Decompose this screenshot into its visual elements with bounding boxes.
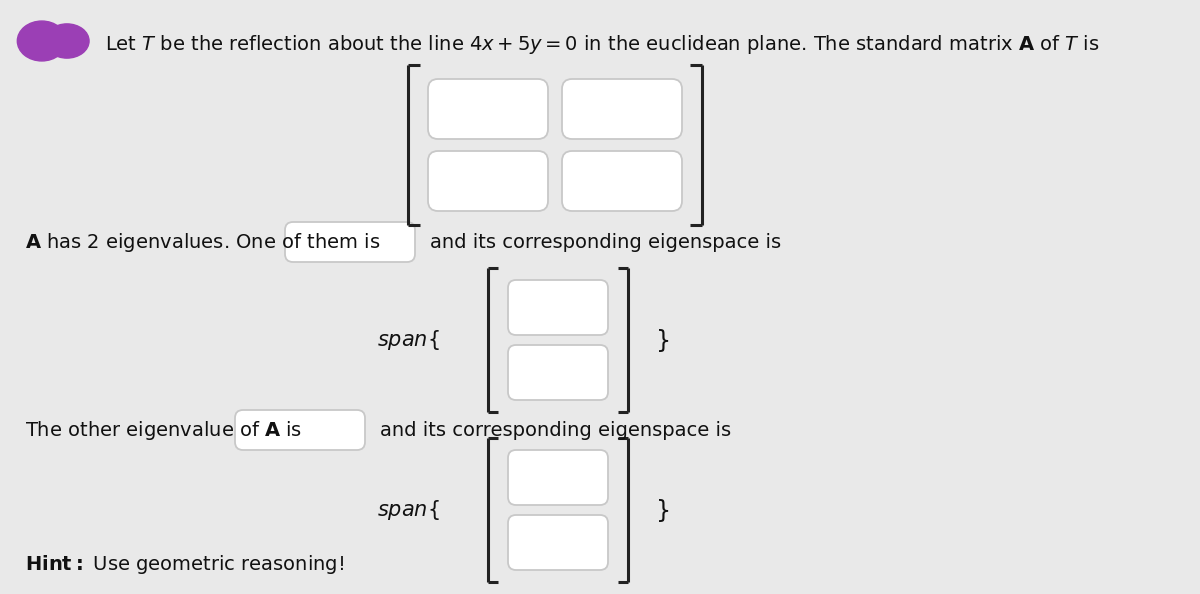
FancyBboxPatch shape bbox=[508, 450, 608, 505]
FancyBboxPatch shape bbox=[508, 280, 608, 335]
FancyBboxPatch shape bbox=[562, 151, 682, 211]
Text: $\mathbf{A}$ has 2 eigenvalues. One of them is: $\mathbf{A}$ has 2 eigenvalues. One of t… bbox=[25, 230, 380, 254]
FancyBboxPatch shape bbox=[562, 79, 682, 139]
Text: and its corresponding eigenspace is: and its corresponding eigenspace is bbox=[430, 232, 781, 251]
Text: Let $T$ be the reflection about the line $4x + 5y = 0$ in the euclidean plane. T: Let $T$ be the reflection about the line… bbox=[106, 33, 1099, 55]
Text: $\}$: $\}$ bbox=[655, 327, 670, 353]
Text: $\mathbf{Hint:}$ Use geometric reasoning!: $\mathbf{Hint:}$ Use geometric reasoning… bbox=[25, 554, 344, 577]
Ellipse shape bbox=[17, 21, 66, 61]
Ellipse shape bbox=[44, 24, 89, 58]
FancyBboxPatch shape bbox=[235, 410, 365, 450]
Text: and its corresponding eigenspace is: and its corresponding eigenspace is bbox=[380, 421, 731, 440]
FancyBboxPatch shape bbox=[286, 222, 415, 262]
Text: The other eigenvalue of $\mathbf{A}$ is: The other eigenvalue of $\mathbf{A}$ is bbox=[25, 419, 302, 441]
Text: $\mathit{span}\{$: $\mathit{span}\{$ bbox=[377, 328, 440, 352]
Text: $\mathit{span}\{$: $\mathit{span}\{$ bbox=[377, 498, 440, 522]
FancyBboxPatch shape bbox=[428, 79, 548, 139]
Text: $\}$: $\}$ bbox=[655, 497, 670, 523]
FancyBboxPatch shape bbox=[428, 151, 548, 211]
FancyBboxPatch shape bbox=[508, 515, 608, 570]
FancyBboxPatch shape bbox=[508, 345, 608, 400]
